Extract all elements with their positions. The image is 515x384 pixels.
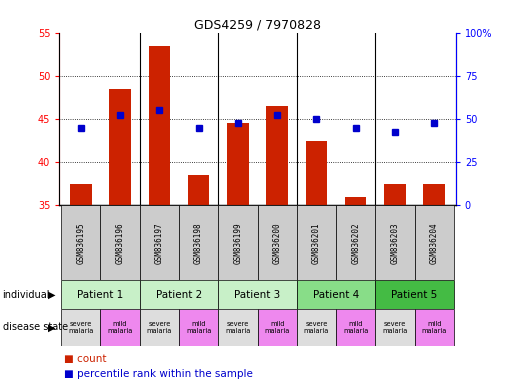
Text: ▶: ▶ <box>48 322 55 333</box>
Bar <box>415 309 454 346</box>
Text: GSM836204: GSM836204 <box>430 222 439 264</box>
Bar <box>148 46 170 205</box>
Bar <box>297 280 375 309</box>
Text: Patient 5: Patient 5 <box>391 290 438 300</box>
Text: severe
malaria: severe malaria <box>225 321 251 334</box>
Bar <box>140 205 179 280</box>
Text: mild
malaria: mild malaria <box>264 321 290 334</box>
Bar <box>336 309 375 346</box>
Bar <box>100 309 140 346</box>
Bar <box>61 205 100 280</box>
Bar <box>218 280 297 309</box>
Bar <box>297 309 336 346</box>
Bar <box>218 205 258 280</box>
Text: Patient 4: Patient 4 <box>313 290 359 300</box>
Bar <box>297 205 336 280</box>
Bar <box>218 309 258 346</box>
Bar <box>70 184 92 205</box>
Text: mild
malaria: mild malaria <box>343 321 368 334</box>
Bar <box>375 205 415 280</box>
Bar <box>375 280 454 309</box>
Bar <box>227 123 249 205</box>
Text: mild
malaria: mild malaria <box>108 321 133 334</box>
Bar <box>100 205 140 280</box>
Text: GSM836199: GSM836199 <box>233 222 243 264</box>
Text: Patient 1: Patient 1 <box>77 290 124 300</box>
Text: individual: individual <box>3 290 50 300</box>
Text: ■ count: ■ count <box>64 354 107 364</box>
Text: GSM836202: GSM836202 <box>351 222 360 264</box>
Text: severe
malaria: severe malaria <box>147 321 172 334</box>
Bar <box>423 184 445 205</box>
Bar <box>415 205 454 280</box>
Text: disease state: disease state <box>3 322 67 333</box>
Bar <box>179 309 218 346</box>
Bar <box>61 309 100 346</box>
Bar <box>266 106 288 205</box>
Text: ▶: ▶ <box>48 290 55 300</box>
Text: severe
malaria: severe malaria <box>382 321 407 334</box>
Bar <box>109 89 131 205</box>
Bar <box>345 197 367 205</box>
Text: mild
malaria: mild malaria <box>186 321 211 334</box>
Text: GSM836203: GSM836203 <box>390 222 400 264</box>
Title: GDS4259 / 7970828: GDS4259 / 7970828 <box>194 18 321 31</box>
Text: GSM836197: GSM836197 <box>155 222 164 264</box>
Bar <box>375 309 415 346</box>
Bar <box>61 280 140 309</box>
Text: GSM836201: GSM836201 <box>312 222 321 264</box>
Text: GSM836198: GSM836198 <box>194 222 203 264</box>
Text: GSM836195: GSM836195 <box>76 222 85 264</box>
Bar <box>336 205 375 280</box>
Bar <box>188 175 210 205</box>
Text: GSM836200: GSM836200 <box>272 222 282 264</box>
Text: Patient 2: Patient 2 <box>156 290 202 300</box>
Bar <box>140 309 179 346</box>
Text: severe
malaria: severe malaria <box>68 321 94 334</box>
Bar <box>179 205 218 280</box>
Text: ■ percentile rank within the sample: ■ percentile rank within the sample <box>64 369 253 379</box>
Bar <box>258 309 297 346</box>
Text: severe
malaria: severe malaria <box>304 321 329 334</box>
Bar <box>305 141 327 205</box>
Bar <box>258 205 297 280</box>
Text: GSM836196: GSM836196 <box>115 222 125 264</box>
Text: mild
malaria: mild malaria <box>421 321 447 334</box>
Bar <box>140 280 218 309</box>
Bar <box>384 184 406 205</box>
Text: Patient 3: Patient 3 <box>234 290 281 300</box>
